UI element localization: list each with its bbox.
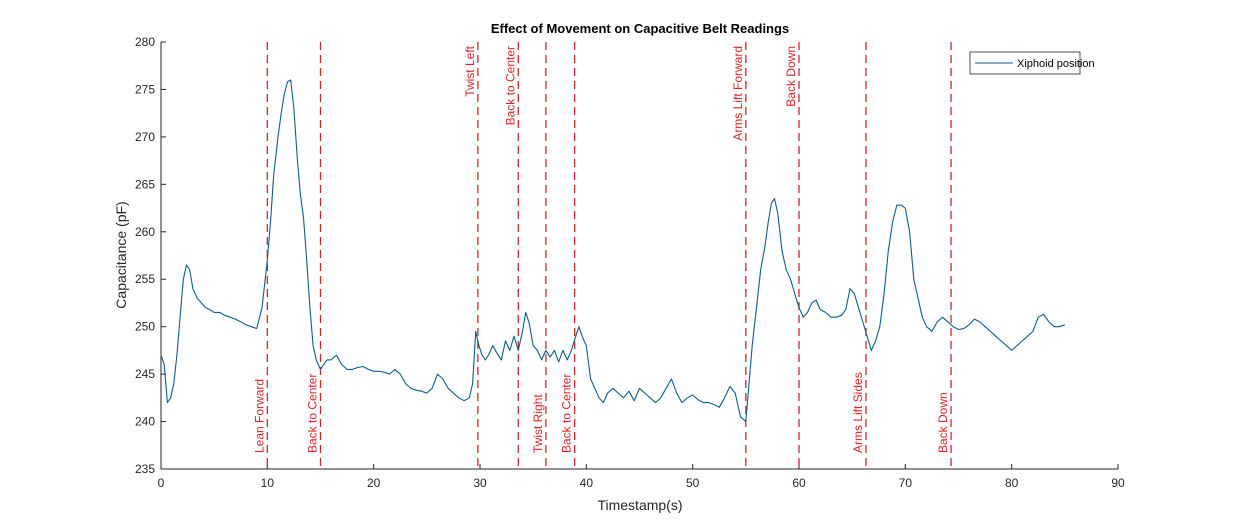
x-tick-label: 30 — [473, 476, 487, 490]
event-label: Back to Center — [560, 374, 574, 453]
y-axis-label: Capacitance (pF) — [113, 201, 129, 308]
x-tick-label: 90 — [1111, 476, 1125, 490]
y-tick-label: 265 — [135, 177, 155, 191]
x-tick-label: 50 — [686, 476, 700, 490]
event-label: Twist Right — [531, 394, 545, 453]
x-tick-label: 0 — [158, 476, 165, 490]
plot-area: 0 10 20 30 40 50 60 70 80 90 235 240 245 250 255 260 265… — [135, 35, 1125, 490]
event-label: Arms Lift Forward — [731, 46, 745, 141]
x-tick-label: 20 — [367, 476, 381, 490]
legend-box — [969, 51, 1081, 75]
legend-label-xiphoid-position: Xiphoid position — [1017, 58, 1095, 70]
chart-title: Effect of Movement on Capacitive Belt Re… — [491, 21, 789, 36]
x-tick-label: 70 — [899, 476, 913, 490]
y-tick-label: 260 — [135, 225, 155, 239]
y-tick-label: 250 — [135, 320, 155, 334]
x-axis-label: Timestamp(s) — [597, 497, 682, 513]
event-label: Arms Lift Sides — [851, 372, 865, 453]
x-tick-label: 40 — [580, 476, 594, 490]
event-label: Twist Left — [463, 45, 477, 96]
x-tick-label: 80 — [1005, 476, 1019, 490]
x-tick-label: 10 — [261, 476, 275, 490]
y-tick-label: 275 — [135, 82, 155, 96]
legend: Xiphoid position — [969, 51, 1095, 75]
event-label: Back Down — [936, 392, 950, 453]
event-label: Back to Center — [306, 374, 320, 453]
y-tick-label: 255 — [135, 272, 155, 286]
y-tick-label: 280 — [135, 35, 155, 49]
series-line-xiphoid-position — [160, 79, 1065, 423]
y-tick-label: 240 — [135, 415, 155, 429]
event-label: Back to Center — [503, 46, 517, 125]
y-tick-label: 235 — [135, 462, 155, 476]
x-tick-label: 60 — [792, 476, 806, 490]
y-tick-label: 270 — [135, 130, 155, 144]
y-tick-label: 245 — [135, 367, 155, 381]
event-label: Back Down — [784, 46, 798, 107]
event-label: Lean Forward — [252, 379, 266, 453]
